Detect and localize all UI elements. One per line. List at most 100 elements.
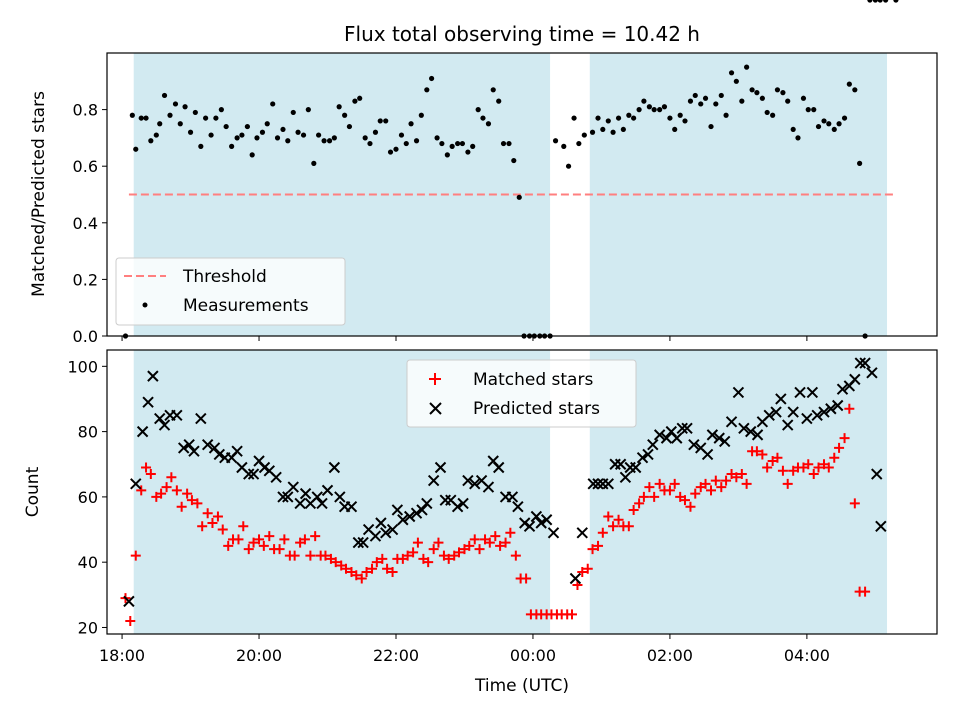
predicted-star-point <box>482 481 495 493</box>
measurement-point <box>326 138 333 144</box>
measurement-point <box>774 87 781 93</box>
measurement-point <box>698 101 704 107</box>
predicted-star-point <box>391 504 404 516</box>
measurement-point <box>805 107 811 113</box>
matched-star-point <box>839 433 850 444</box>
matched-star-point <box>176 501 187 512</box>
predicted-star-point <box>130 478 142 490</box>
measurement-point <box>203 115 209 121</box>
matched-star-point <box>803 459 814 470</box>
predicted-star-point <box>434 461 447 474</box>
measurement-point <box>387 149 394 155</box>
matched-star-point <box>382 563 393 574</box>
predicted-star-point <box>701 448 714 461</box>
measurement-point <box>418 112 424 118</box>
measurement-point <box>692 92 698 99</box>
matched-star-point <box>156 488 167 499</box>
measurement-point <box>274 135 281 141</box>
matched-star-point <box>356 573 367 584</box>
predicted-star-point <box>569 572 582 585</box>
matched-star-point <box>628 504 639 515</box>
matched-star-point <box>371 557 382 568</box>
measurement-point <box>661 104 668 110</box>
count-x-tick-label: 20:00 <box>236 646 282 665</box>
measurement-point <box>552 138 559 144</box>
ratio-panel: 0.00.20.40.60.8 Matched/Predicted stars … <box>29 0 938 346</box>
measurement-point <box>172 101 179 107</box>
matched-star-point <box>495 540 506 551</box>
matched-star-point <box>638 491 649 502</box>
measurement-point <box>290 109 296 116</box>
count-y-tick-label: 80 <box>78 423 98 442</box>
count-panel-frame <box>106 349 938 635</box>
matched-star-point <box>248 537 259 548</box>
predicted-star-point <box>277 491 289 503</box>
matched-star-point <box>500 537 511 548</box>
count-y-tick-label: 100 <box>67 357 98 376</box>
matched-star-point <box>762 462 773 473</box>
matched-star-point <box>223 540 234 551</box>
measurement-point <box>672 126 678 133</box>
predicted-star-point <box>142 396 154 408</box>
measurement-point <box>636 107 642 113</box>
matched-star-point <box>829 452 840 463</box>
matched-star-point <box>679 495 690 506</box>
predicted-star-point <box>451 500 464 513</box>
matched-star-point <box>217 524 228 535</box>
predicted-star-point <box>493 461 505 474</box>
measurement-point <box>506 140 512 147</box>
predicted-star-point <box>457 497 469 510</box>
matched-star-point <box>521 573 532 584</box>
measurement-point <box>702 95 709 101</box>
measurement-point <box>667 115 673 121</box>
x-axis-label: Time (UTC) <box>474 676 569 696</box>
matched-star-point <box>603 511 614 522</box>
count-y-axis-label: Count <box>23 466 43 517</box>
predicted-star-point <box>299 487 312 500</box>
predicted-star-point <box>462 474 474 487</box>
measurement-point <box>346 123 353 130</box>
measurement-point <box>496 98 502 104</box>
predicted-star-point <box>243 468 255 480</box>
predicted-star-point <box>614 458 627 470</box>
matched-star-point <box>233 534 244 545</box>
predicted-star-point <box>671 432 683 444</box>
matched-star-point <box>202 508 213 519</box>
predicted-star-point <box>725 416 738 428</box>
predicted-star-point <box>849 373 861 386</box>
matched-star-point <box>710 475 721 486</box>
predicted-star-point <box>506 491 519 503</box>
measurement-point <box>605 118 611 124</box>
predicted-star-point <box>183 438 195 451</box>
measurement-point <box>728 70 735 76</box>
measurement-point <box>815 123 822 130</box>
measurement-point <box>811 107 817 113</box>
predicted-star-point <box>195 412 207 425</box>
predicted-star-point <box>345 500 358 513</box>
predicted-star-point <box>171 409 183 421</box>
matched-star-point <box>700 478 711 489</box>
matched-star-point <box>706 485 717 496</box>
matched-star-point <box>402 550 413 561</box>
measurement-point <box>831 126 837 133</box>
measurement-point <box>254 135 260 141</box>
measurement-point <box>561 143 567 149</box>
measurement-point <box>239 132 245 138</box>
measurement-point <box>167 112 173 118</box>
measurement-point <box>867 0 873 3</box>
matched-star-point <box>644 482 655 493</box>
measurement-point <box>177 121 183 127</box>
matched-star-point <box>171 485 182 496</box>
matched-star-point <box>808 469 819 480</box>
predicted-star-point <box>592 478 604 490</box>
measurement-point <box>362 135 368 141</box>
matched-star-point <box>587 544 598 555</box>
measurement-point <box>336 104 342 110</box>
measurement-point <box>234 135 240 141</box>
matched-star-point <box>197 521 208 532</box>
measurement-point <box>713 101 719 107</box>
predicted-star-point <box>587 478 599 490</box>
measurement-point <box>192 109 198 116</box>
matched-star-point <box>777 465 788 476</box>
predicted-star-point <box>854 357 867 369</box>
